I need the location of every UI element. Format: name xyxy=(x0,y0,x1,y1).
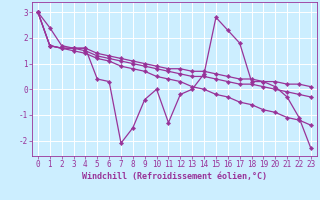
X-axis label: Windchill (Refroidissement éolien,°C): Windchill (Refroidissement éolien,°C) xyxy=(82,172,267,181)
